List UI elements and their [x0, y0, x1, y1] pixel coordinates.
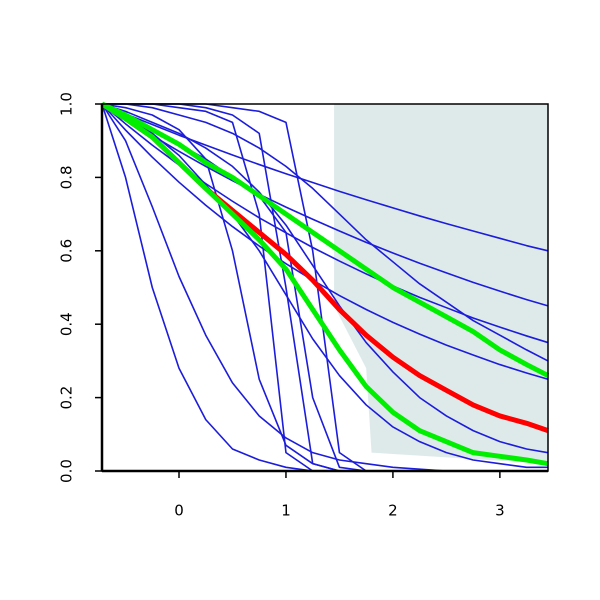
x-tick-label: 3	[495, 502, 505, 520]
y-tick-label: 0.8	[58, 165, 76, 189]
x-tick-label: 0	[174, 502, 184, 520]
y-tick-label: 1.0	[58, 92, 76, 116]
x-tick-label: 1	[281, 502, 291, 520]
series-line	[101, 103, 548, 469]
series-line	[100, 101, 549, 467]
series-line	[102, 103, 549, 362]
y-tick-label: 0.0	[58, 459, 76, 483]
series-line	[101, 103, 549, 252]
x-tick-label: 2	[388, 502, 398, 520]
series-line	[101, 103, 549, 454]
y-tick-label: 0.2	[58, 386, 76, 410]
series-line	[100, 101, 550, 378]
y-tick-label: 0.6	[58, 239, 76, 263]
y-tick-label: 0.4	[58, 312, 76, 336]
shaded-region	[334, 104, 548, 464]
series-line	[101, 103, 549, 381]
series-line	[101, 103, 549, 307]
